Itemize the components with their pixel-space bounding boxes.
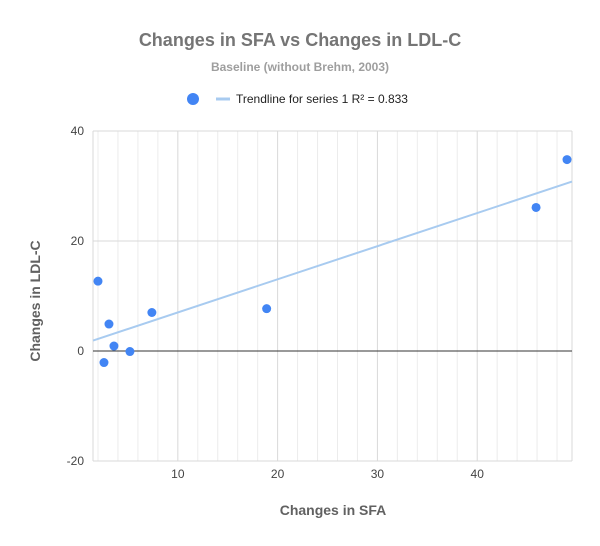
x-tick-label: 40 bbox=[471, 467, 485, 481]
data-point bbox=[93, 276, 103, 286]
data-point bbox=[104, 319, 114, 329]
data-point bbox=[147, 308, 157, 317]
legend-trendline-label: Trendline for series 1 R² = 0.833 bbox=[236, 92, 408, 106]
tick-labels: 10 20 30 40 -20 0 20 40 bbox=[67, 124, 485, 481]
legend-series-marker bbox=[187, 93, 199, 105]
y-tick-label: -20 bbox=[67, 454, 85, 468]
x-tick-label: 30 bbox=[371, 467, 385, 481]
data-points bbox=[93, 155, 572, 368]
data-point bbox=[99, 358, 109, 368]
chart-subtitle: Baseline (without Brehm, 2003) bbox=[211, 60, 389, 74]
data-point bbox=[562, 155, 572, 165]
x-axis-title: Changes in SFA bbox=[280, 502, 387, 518]
x-tick-label: 10 bbox=[171, 467, 185, 481]
data-point bbox=[262, 304, 272, 314]
chart-title: Changes in SFA vs Changes in LDL-C bbox=[139, 30, 461, 50]
y-tick-label: 20 bbox=[71, 234, 85, 248]
major-gridlines bbox=[92, 130, 573, 462]
y-tick-label: 0 bbox=[77, 344, 84, 358]
minor-gridlines bbox=[97, 131, 558, 461]
data-point bbox=[531, 202, 541, 212]
x-tick-label: 20 bbox=[271, 467, 285, 481]
data-point bbox=[109, 341, 119, 351]
trendline bbox=[92, 180, 573, 342]
y-tick-label: 40 bbox=[71, 124, 85, 138]
trendline-layer bbox=[92, 180, 573, 342]
y-axis-title: Changes in LDL-C bbox=[27, 240, 43, 361]
legend: Trendline for series 1 R² = 0.833 bbox=[187, 92, 408, 106]
data-point bbox=[125, 347, 135, 357]
